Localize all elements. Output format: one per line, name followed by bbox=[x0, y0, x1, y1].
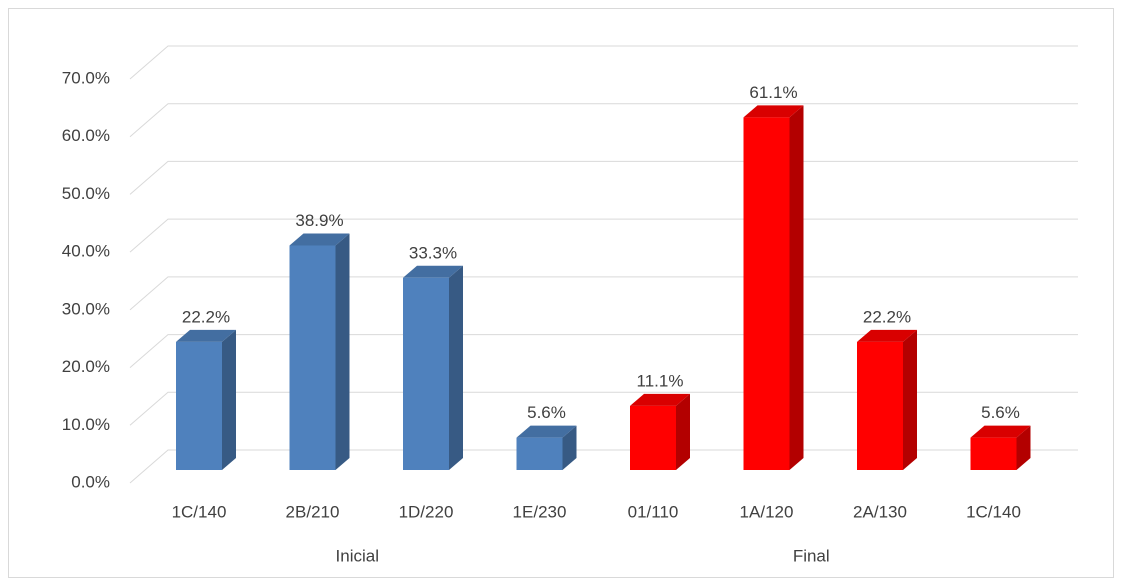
bar-side bbox=[449, 265, 463, 470]
bar-top bbox=[970, 425, 1031, 438]
bar-top bbox=[743, 105, 804, 118]
chart-frame bbox=[8, 8, 1114, 578]
y-tick-label: 30.0% bbox=[62, 299, 110, 318]
bar-top bbox=[516, 425, 577, 438]
bar bbox=[857, 329, 917, 470]
bar-side bbox=[903, 329, 917, 470]
y-tick-label: 20.0% bbox=[62, 357, 110, 376]
bar bbox=[403, 265, 463, 470]
bar bbox=[743, 105, 804, 470]
x-tick-label: 1C/140 bbox=[172, 502, 227, 521]
bar-side bbox=[222, 329, 236, 470]
bar-front bbox=[630, 405, 676, 470]
bar-side bbox=[1016, 425, 1031, 470]
y-tick-label: 60.0% bbox=[62, 126, 110, 145]
data-label: 61.1% bbox=[749, 83, 797, 102]
bar-front bbox=[743, 117, 790, 470]
bar-top bbox=[630, 393, 690, 406]
x-tick-label: 1C/140 bbox=[966, 502, 1021, 521]
grid-line bbox=[129, 45, 1078, 80]
y-tick-label: 70.0% bbox=[62, 68, 110, 87]
y-tick-label: 40.0% bbox=[62, 242, 110, 261]
data-label: 5.6% bbox=[981, 403, 1020, 422]
x-tick-label: 1E/230 bbox=[513, 502, 567, 521]
x-tick-label: 2B/210 bbox=[286, 502, 340, 521]
bar bbox=[630, 393, 690, 470]
bar bbox=[516, 425, 577, 470]
data-label: 22.2% bbox=[182, 307, 230, 326]
bar bbox=[176, 329, 236, 470]
x-tick-label: 01/110 bbox=[628, 502, 679, 521]
bar-top bbox=[857, 329, 917, 342]
x-tick-label: 2A/130 bbox=[853, 502, 907, 521]
group-label: Inicial bbox=[336, 546, 379, 565]
bar bbox=[970, 425, 1031, 470]
grid-line bbox=[129, 103, 1078, 138]
bar-front bbox=[403, 277, 449, 470]
bar-side bbox=[562, 425, 577, 470]
bar-front bbox=[857, 341, 903, 470]
bar bbox=[289, 233, 350, 470]
data-label: 38.9% bbox=[295, 211, 343, 230]
bar-top bbox=[403, 265, 463, 278]
bar-front bbox=[970, 437, 1017, 470]
data-label: 33.3% bbox=[409, 243, 457, 262]
bar-side bbox=[335, 233, 350, 470]
x-tick-label: 1A/120 bbox=[740, 502, 794, 521]
data-label: 5.6% bbox=[527, 403, 566, 422]
x-tick-label: 1D/220 bbox=[399, 502, 454, 521]
bar-front bbox=[176, 341, 222, 470]
y-tick-label: 50.0% bbox=[62, 184, 110, 203]
data-label: 11.1% bbox=[637, 371, 684, 390]
data-label: 22.2% bbox=[863, 307, 911, 326]
bar-side bbox=[789, 105, 804, 470]
y-tick-label: 10.0% bbox=[62, 415, 110, 434]
bar-side bbox=[676, 393, 690, 470]
group-label: Final bbox=[793, 546, 830, 565]
bar-front bbox=[516, 437, 563, 470]
bar-top bbox=[176, 329, 236, 342]
bar-top bbox=[289, 233, 350, 246]
y-tick-label: 0.0% bbox=[71, 472, 110, 491]
bar-front bbox=[289, 245, 336, 470]
